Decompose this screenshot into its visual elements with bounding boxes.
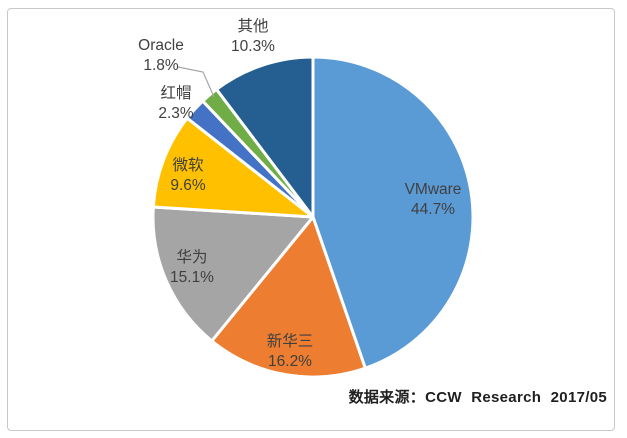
pie-slice-新华三: [210, 215, 367, 379]
pie-slice-华为: [151, 205, 315, 343]
pie-label-name-微软: 微软: [172, 156, 203, 174]
pie-label-value-VMware: 44.7%: [411, 201, 455, 218]
leader-line-Oracle: [177, 66, 215, 98]
pie-slice-其他: [215, 55, 315, 219]
pie-label-name-其他: 其他: [237, 17, 268, 35]
pie-label-value-Oracle: 1.8%: [143, 57, 179, 74]
pie-label-name-VMware: VMware: [405, 181, 462, 198]
pie-label-value-新华三: 16.2%: [268, 353, 312, 370]
pie-label-name-新华三: 新华三: [267, 332, 314, 350]
pie-label-name-Oracle: Oracle: [138, 37, 184, 54]
pie-label-value-华为: 15.1%: [170, 269, 214, 286]
source-caption: 数据来源：CCW Research 2017/05: [348, 389, 607, 406]
pie-slice-微软: [151, 116, 315, 219]
pie-label-value-其他: 10.3%: [231, 38, 275, 55]
pie-label-name-红帽: 红帽: [160, 84, 191, 102]
pie-label-value-红帽: 2.3%: [158, 105, 194, 122]
pie-label-value-微软: 9.6%: [170, 177, 206, 194]
pie-slice-VMware: [311, 55, 475, 370]
pie-label-name-华为: 华为: [176, 248, 207, 266]
